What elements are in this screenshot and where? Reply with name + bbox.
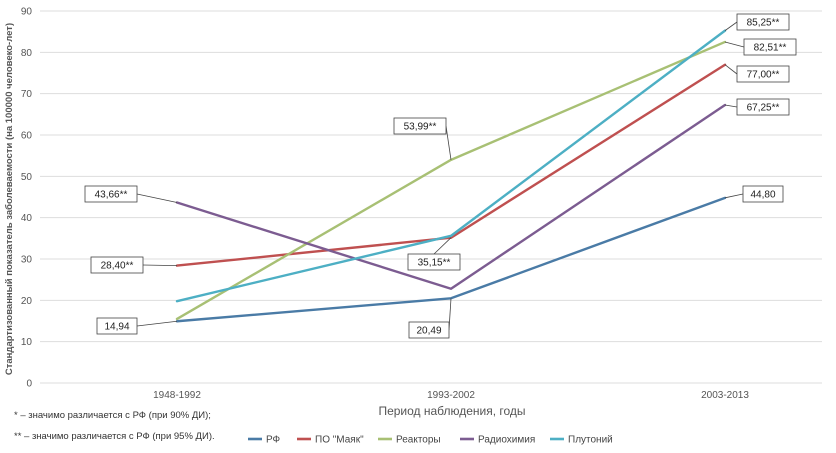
data-label: 28,40** bbox=[101, 261, 134, 272]
legend-label: Плутоний bbox=[568, 435, 613, 446]
y-tick-label: 30 bbox=[21, 255, 33, 266]
data-label: 82,51** bbox=[754, 43, 787, 54]
y-tick-label: 80 bbox=[21, 48, 33, 59]
data-label-box bbox=[393, 117, 447, 135]
data-label-box bbox=[408, 321, 450, 339]
data-label-box bbox=[407, 253, 461, 271]
legend: РФ ПО "Маяк" Реакторы Радиохимия Плутоний bbox=[248, 435, 613, 446]
x-axis-label: Период наблюдения, годы bbox=[378, 404, 525, 418]
label-leader bbox=[445, 125, 452, 160]
label-leaders bbox=[136, 21, 745, 331]
y-axis-ticks: 0 10 20 30 40 50 60 70 80 90 bbox=[21, 7, 33, 390]
data-label: 44,80 bbox=[750, 190, 775, 201]
series-line bbox=[175, 40, 727, 321]
legend-label: Радиохимия bbox=[478, 435, 535, 446]
y-tick-label: 20 bbox=[21, 296, 33, 307]
data-label: 67,25** bbox=[747, 103, 780, 114]
data-label-box bbox=[736, 65, 790, 83]
data-label: 85,25** bbox=[747, 18, 780, 29]
data-label: 14,94 bbox=[104, 322, 129, 333]
data-label-box bbox=[96, 317, 138, 335]
y-tick-label: 60 bbox=[21, 131, 33, 142]
note-90: * – значимо различается с РФ (при 90% ДИ… bbox=[14, 410, 211, 421]
series-line bbox=[175, 29, 727, 303]
note-95: ** – значимо различается с РФ (при 95% Д… bbox=[14, 431, 215, 442]
label-leader bbox=[724, 64, 738, 75]
data-label-box bbox=[742, 185, 784, 203]
data-label: 20,49 bbox=[416, 326, 441, 337]
data-labels: 14,94 20,49 44,80 28,40** 35,15** 77,00** 53,9… bbox=[84, 13, 797, 339]
y-tick-label: 0 bbox=[26, 379, 32, 390]
x-tick-label: 2003-2013 bbox=[701, 390, 749, 401]
data-label: 35,15** bbox=[418, 258, 451, 269]
data-label-box bbox=[90, 256, 144, 274]
label-leader bbox=[142, 264, 178, 267]
data-label-box bbox=[736, 13, 790, 31]
label-leader bbox=[724, 104, 738, 108]
y-tick-label: 50 bbox=[21, 172, 33, 183]
data-label-box bbox=[84, 185, 138, 203]
label-leader bbox=[724, 41, 745, 48]
label-leader bbox=[724, 193, 744, 199]
x-axis-ticks: 1948-1992 1993-2002 2003-2013 bbox=[153, 390, 749, 401]
data-label: 43,66** bbox=[95, 190, 128, 201]
y-tick-label: 70 bbox=[21, 89, 33, 100]
data-label: 53,99** bbox=[404, 122, 437, 133]
x-tick-label: 1993-2002 bbox=[427, 390, 475, 401]
series-line bbox=[175, 103, 727, 290]
data-label-box bbox=[736, 98, 790, 116]
y-tick-label: 10 bbox=[21, 337, 33, 348]
label-leader bbox=[724, 21, 738, 31]
legend-label: ПО "Маяк" bbox=[315, 435, 364, 446]
label-leader bbox=[136, 193, 178, 203]
data-label: 77,00** bbox=[747, 70, 780, 81]
x-tick-label: 1948-1992 bbox=[153, 390, 201, 401]
y-tick-label: 40 bbox=[21, 213, 33, 224]
label-leader bbox=[136, 320, 178, 327]
legend-label: РФ bbox=[266, 435, 281, 446]
grid-lines bbox=[40, 10, 822, 384]
y-tick-label: 90 bbox=[21, 7, 33, 18]
label-leader bbox=[433, 237, 452, 255]
y-axis-label: Стандартизованный показатель заболеваемо… bbox=[4, 23, 15, 375]
legend-label: Реакторы bbox=[396, 435, 441, 446]
data-label-box bbox=[743, 38, 797, 56]
